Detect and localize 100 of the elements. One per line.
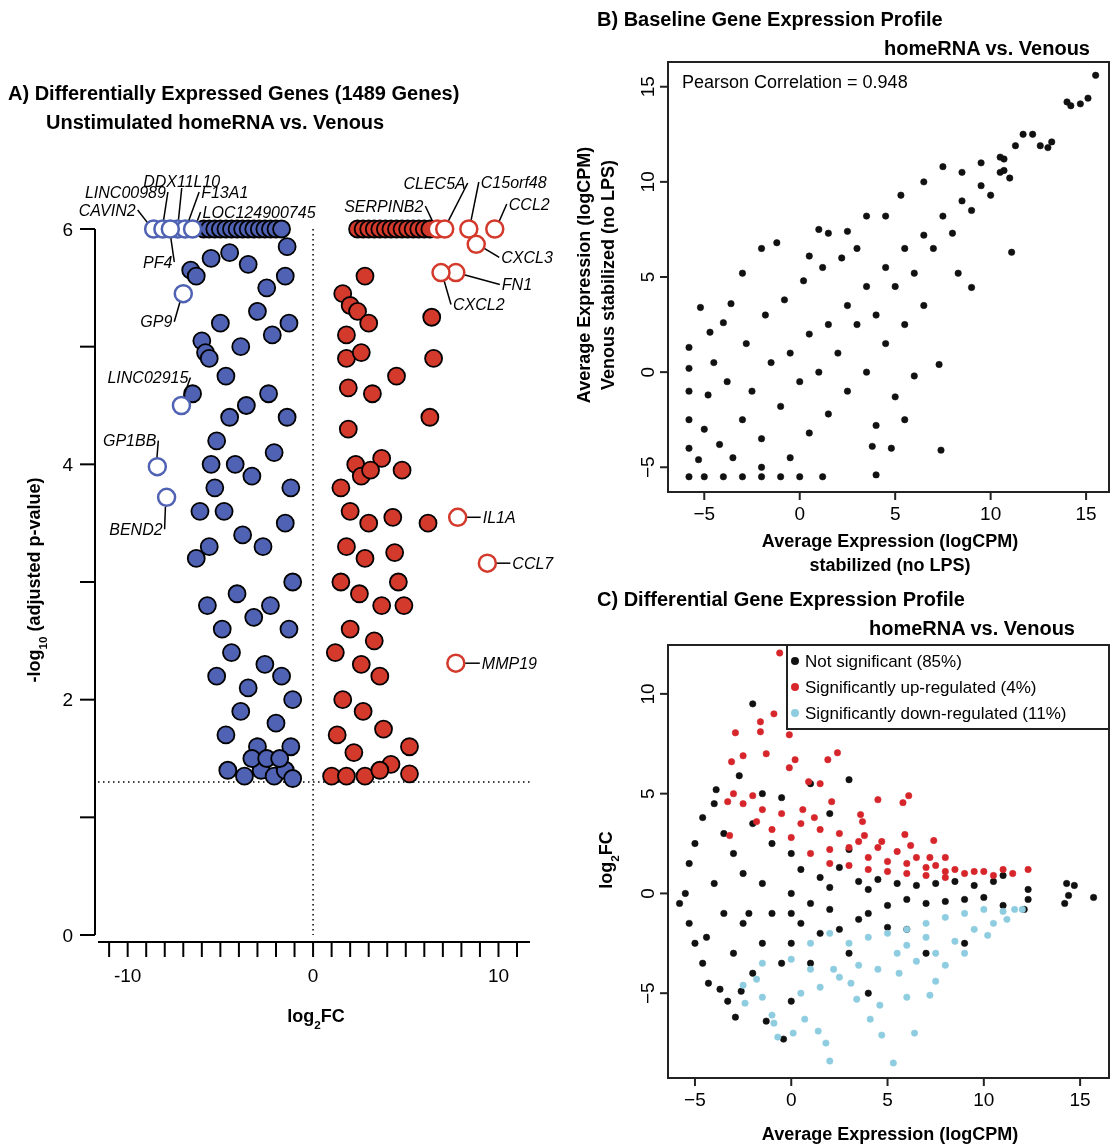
x-tick-label: 0 (785, 1089, 797, 1110)
point (835, 973, 843, 981)
chart-subtitle: homeRNA vs. Venous (884, 37, 1090, 59)
annotation: MMP19 (481, 654, 538, 672)
point (961, 909, 969, 917)
point (801, 1015, 809, 1023)
point (884, 929, 892, 937)
point (768, 1011, 776, 1019)
y-tick-label: 5 (637, 788, 658, 799)
point (477, 553, 498, 573)
point (866, 1015, 874, 1023)
annotation: PF4 (142, 253, 173, 271)
x-tick-label: 15 (1069, 1089, 1091, 1110)
point (459, 219, 479, 239)
annotation: CAVIN2 (78, 201, 136, 219)
x-axis-title: Average Expression (logCPM) stabilized (no LPS) (761, 531, 1019, 575)
point (845, 939, 853, 947)
x-axis-title: Average Expression (logCPM) (761, 1124, 1019, 1144)
point (970, 925, 978, 933)
point (173, 283, 194, 304)
annotation: SERPINB2 (344, 197, 424, 215)
point (893, 949, 901, 957)
point (903, 993, 911, 1001)
point (864, 933, 872, 941)
point (853, 995, 861, 1003)
point (1011, 905, 1019, 913)
point (932, 977, 940, 985)
annotation: FN1 (501, 276, 533, 294)
point (753, 975, 761, 983)
x-tick-label: 5 (882, 1089, 893, 1110)
annotation: CCL7 (512, 554, 555, 572)
point (912, 957, 920, 965)
annotation: C15orf48 (480, 173, 547, 191)
point (826, 929, 834, 937)
point (874, 965, 882, 973)
chart-subtitle: Unstimulated homeRNA vs. Venous (46, 111, 385, 133)
point (758, 959, 766, 967)
annotation: IL1A (482, 508, 516, 526)
point (926, 991, 934, 999)
point (999, 907, 1007, 915)
point (758, 993, 766, 1001)
chart-title: A) Differentially Expressed Genes (1489 Genes) (8, 82, 460, 104)
point (941, 961, 949, 969)
annotation: CCL2 (508, 195, 550, 213)
x-tick-label: −5 (693, 503, 716, 524)
point (147, 456, 168, 477)
x-tick-label: -10 (113, 965, 142, 986)
point (787, 955, 795, 963)
x-tick-label: 10 (487, 965, 510, 986)
point (431, 262, 451, 283)
point (447, 507, 468, 528)
annotation: LOC124900745 (202, 203, 316, 221)
point (807, 965, 815, 973)
x-tick-label: 0 (307, 965, 319, 986)
x-tick-label: 0 (794, 503, 806, 524)
y-tick-label: −5 (637, 456, 658, 479)
point (182, 219, 203, 239)
point (903, 941, 911, 949)
chart-title: C) Differential Gene Expression Profile (597, 588, 965, 610)
point (160, 219, 181, 239)
point (922, 933, 930, 941)
point (961, 949, 969, 957)
point (797, 989, 805, 997)
point (434, 219, 455, 239)
y-tick-label: 4 (62, 453, 74, 475)
legend-label: Significantly up-regulated (4%) (805, 677, 1037, 697)
annotation: LINC02915 (107, 369, 189, 387)
point (876, 1001, 884, 1009)
chart-subtitle: homeRNA vs. Venous (869, 617, 1075, 639)
y-tick-label: 2 (62, 689, 73, 711)
point (889, 1059, 897, 1067)
point (922, 919, 930, 927)
point (941, 913, 949, 921)
point (932, 949, 940, 957)
point (156, 487, 177, 508)
y-tick-label: 15 (637, 76, 658, 98)
point (984, 931, 992, 939)
point (1003, 915, 1011, 923)
point (816, 983, 824, 991)
point (847, 979, 855, 987)
point (770, 1019, 778, 1027)
point (895, 969, 903, 977)
x-tick-label: 5 (889, 503, 901, 524)
x-tick-label: −5 (684, 1089, 706, 1110)
point (741, 999, 749, 1007)
y-tick-label: 10 (637, 171, 658, 193)
point (814, 1027, 822, 1035)
y-tick-label: 0 (637, 888, 658, 899)
point (830, 965, 838, 973)
annotation: GP1BB (102, 432, 157, 450)
point (807, 939, 815, 947)
point (826, 1057, 834, 1065)
y-axis-title: Average Expression (logCPM) Venous stabilized (no LPS) (574, 146, 618, 404)
point (485, 219, 505, 239)
point (822, 1039, 830, 1047)
y-tick-label: 6 (62, 218, 73, 240)
point (951, 937, 959, 945)
annotation: CXCL3 (501, 248, 553, 266)
point (466, 234, 486, 255)
point (739, 981, 747, 989)
